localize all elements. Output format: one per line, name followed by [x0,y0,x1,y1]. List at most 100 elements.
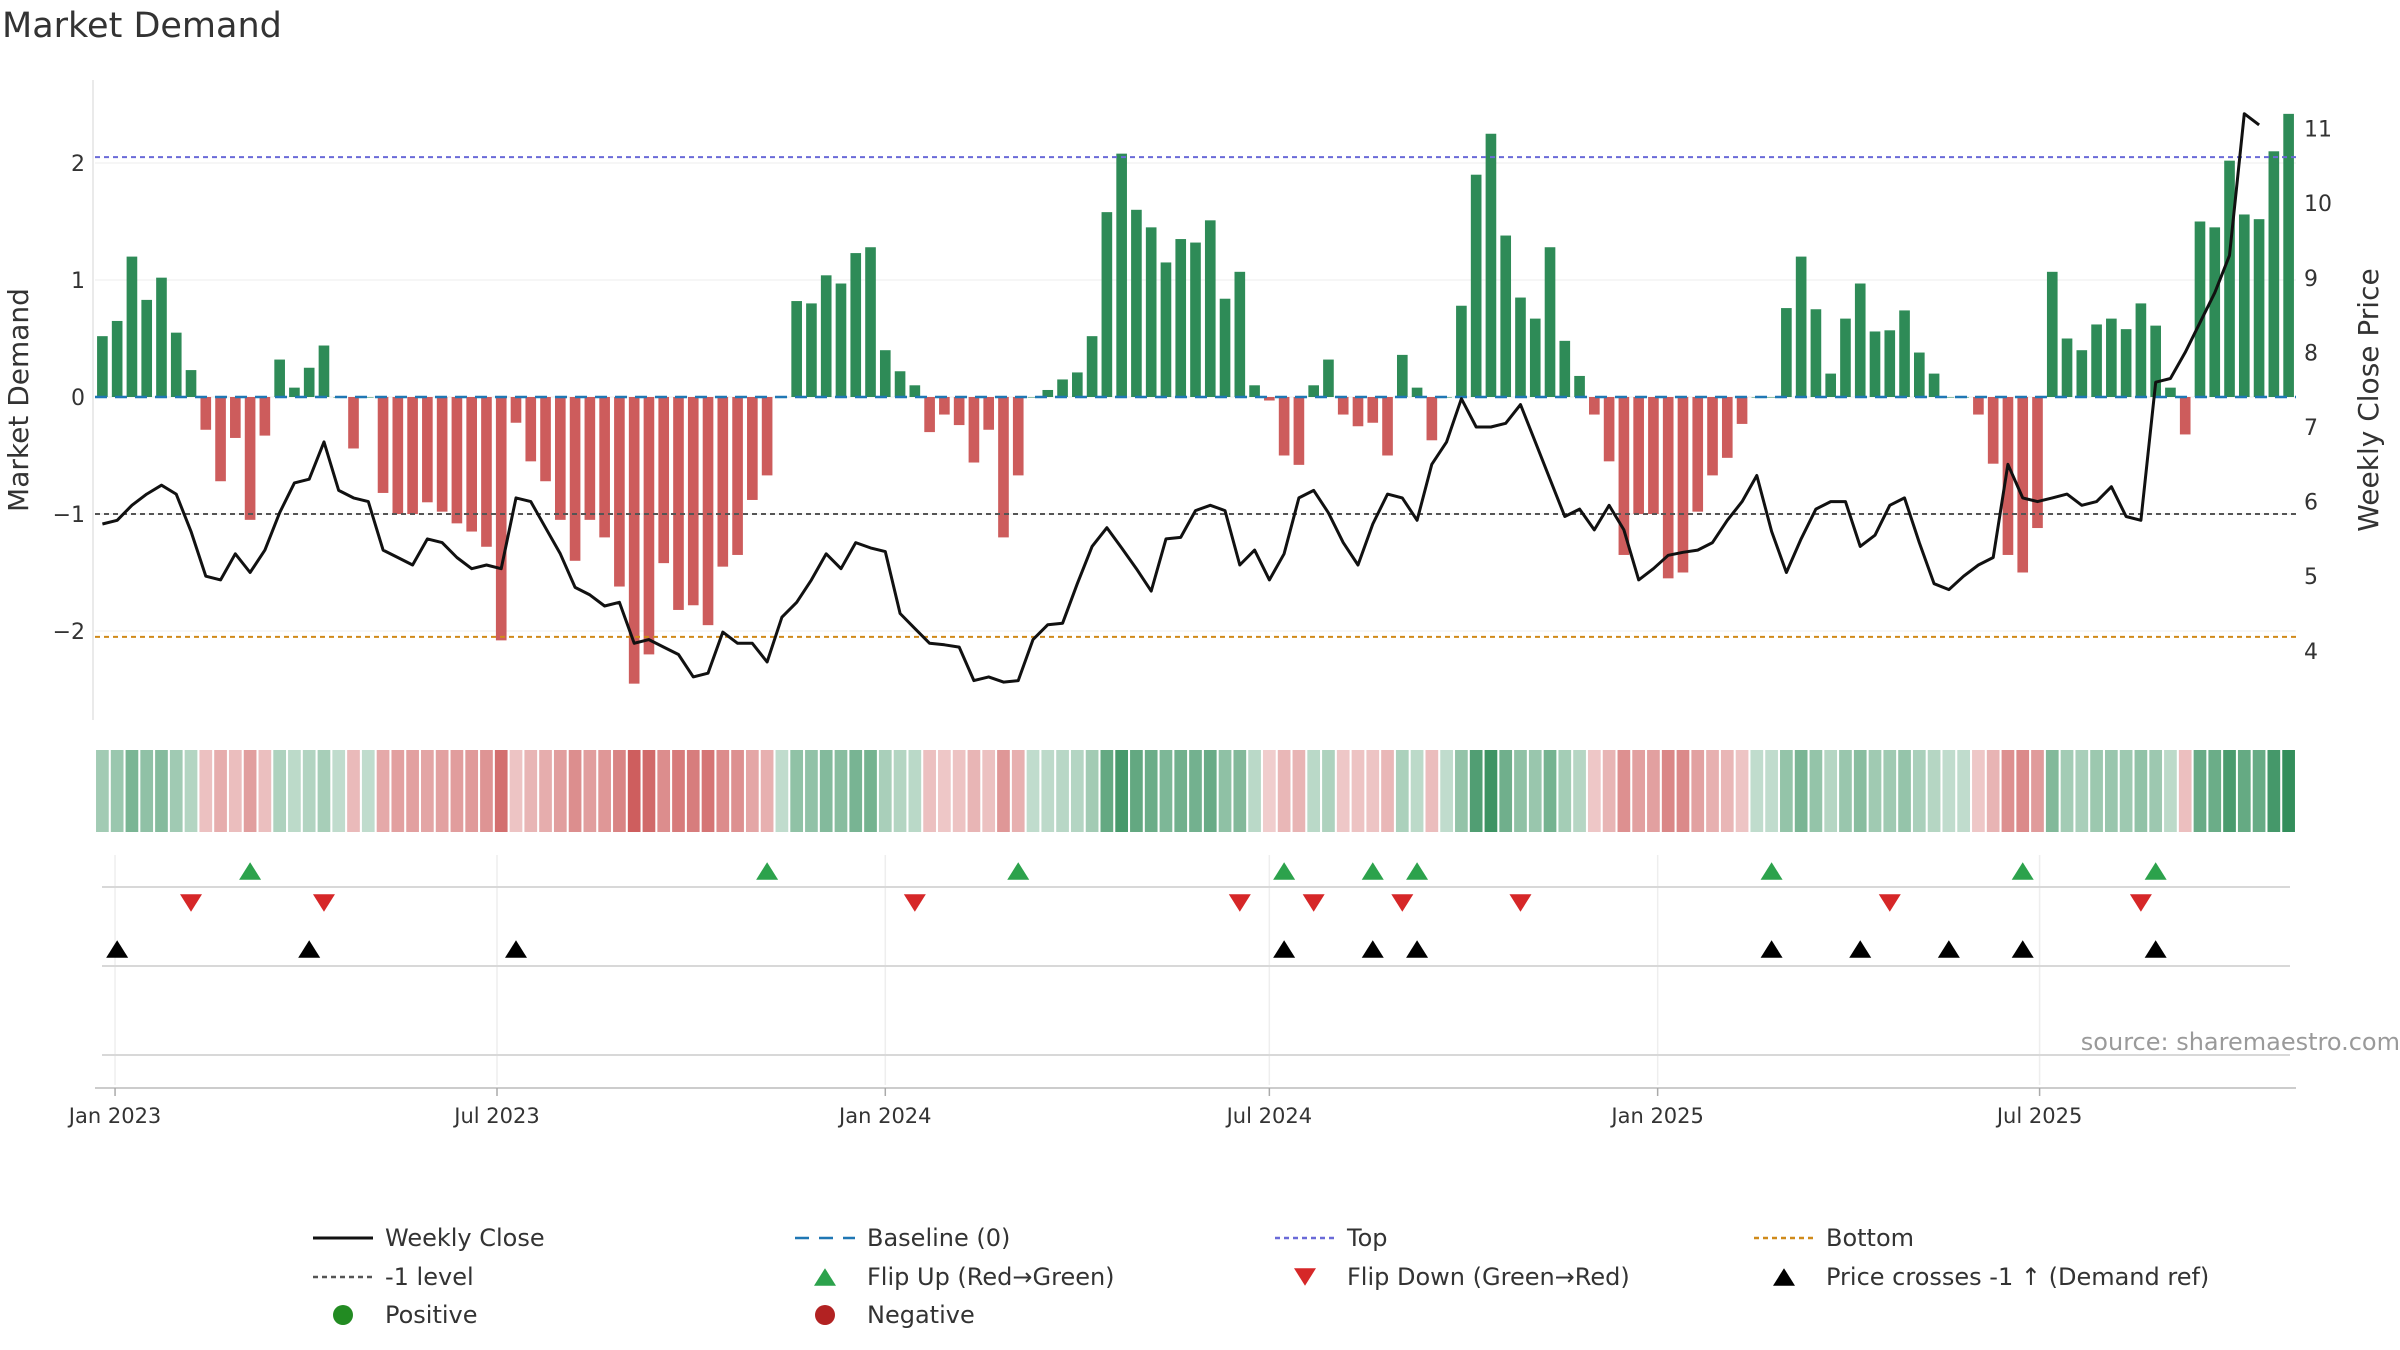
heat-strip-cell [1499,750,1513,832]
demand-bar [850,253,862,397]
flip-down-marker [2129,894,2152,912]
demand-bar [540,397,551,482]
demand-bar [1293,397,1305,465]
demand-bar [1131,209,1142,397]
demand-bar [1973,397,1984,415]
heat-strip-cell [1248,750,1261,832]
flip-down-marker [1878,894,1901,912]
demand-bar [2150,325,2161,397]
heat-strip-cell [1336,750,1350,832]
heat-strip-cell [1381,750,1394,832]
legend-label-positive: Positive [385,1301,478,1329]
demand-bar [1707,397,1718,476]
flip-down-marker [1391,894,1414,912]
demand-bar [983,397,995,430]
heat-strip-cell [1972,750,1985,832]
y-tick-label: 1 [71,269,85,294]
heat-strip-cell [421,750,434,832]
demand-bar [407,397,418,514]
demand-bar [1367,397,1379,423]
demand-bar [1810,309,1822,397]
heat-strip-cell [1011,750,1025,832]
price-cross-marker [1937,940,1960,958]
x-tick-label: Jul 2025 [1995,1104,2082,1128]
demand-bar [717,397,729,567]
heat-strip-cell [1883,750,1897,832]
demand-bar [1987,397,1999,464]
demand-bar [422,397,433,503]
heat-strip-cell [1469,750,1483,832]
demand-bar [791,301,802,397]
demand-bar [1204,220,1216,397]
heat-strip-cell [790,750,804,832]
heat-strip-cell [1085,750,1099,832]
y2-tick-label: 7 [2304,416,2318,441]
demand-bar [141,299,153,397]
heat-strip-cell [480,750,493,832]
flip-up-marker [1361,862,1384,880]
heat-strip-cell [1263,750,1276,832]
demand-bar [2120,329,2132,397]
legend-label-bottom: Bottom [1826,1224,1914,1252]
heat-strip-cell [465,750,479,832]
demand-bar [2283,113,2294,398]
heat-strip-cell [1366,750,1380,832]
demand-bar [1012,397,1024,476]
demand-bar [1884,330,1896,397]
demand-bar [835,283,847,397]
heat-strip-cell [834,750,848,832]
price-cross-marker [1760,940,1783,958]
demand-bar [1840,318,1851,397]
y-tick-label: 2 [71,152,85,177]
demand-bar [274,359,285,397]
heat-strip-cell [1765,750,1778,832]
heat-strip-cell [169,750,183,832]
heat-strip-cell [657,750,671,832]
heat-strip-cell [1322,750,1335,832]
heat-strip-cell [1986,750,2000,832]
demand-bar [1160,262,1172,397]
heat-strip-cell [1514,750,1527,832]
heat-strip-cell [805,750,818,832]
demand-bar [1145,227,1157,397]
demand-bar [466,397,477,532]
heat-strip-cell [745,750,759,832]
demand-bar [1677,397,1689,573]
demand-bar [1781,308,1792,397]
heat-strip-cell [140,750,154,832]
demand-bar [244,397,256,520]
heat-strip-cell [1484,750,1498,832]
demand-bar [1854,283,1866,397]
heat-strip-cell [2134,750,2148,832]
demand-bar [658,397,670,564]
heat-strip-cell [110,750,124,832]
demand-bar [673,397,684,610]
heat-strip-cell [1041,750,1055,832]
heat-strip-cell [893,750,907,832]
demand-bar [1603,397,1615,462]
demand-bar [156,277,167,397]
flip-down-marker [180,894,203,912]
demand-bar [1618,397,1630,555]
demand-bar [1544,247,1556,397]
heat-strip-cell [952,750,966,832]
heat-strip-cell [1218,750,1232,832]
heat-strip-cell [775,750,789,832]
heat-strip-cell [2001,750,2015,832]
chart-title: Market Demand [2,6,282,46]
heat-strip-cell [1543,750,1557,832]
heat-strip-cell [2237,750,2251,832]
heat-strip-cell [2267,750,2281,832]
heat-strip-cell [1735,750,1749,832]
demand-bar [1249,385,1260,397]
heat-strip-cell [1174,750,1188,832]
heat-strip-cell [923,750,936,832]
heat-strip-cell [938,750,951,832]
legend-label-flip-down: Flip Down (Green→Red) [1347,1263,1630,1291]
demand-bar [392,397,404,514]
heat-strip-cell [1425,750,1439,832]
demand-bar [1086,336,1098,397]
demand-bar [230,397,241,438]
x-tick-label: Jan 2024 [837,1104,932,1128]
price-cross-marker [298,940,321,958]
